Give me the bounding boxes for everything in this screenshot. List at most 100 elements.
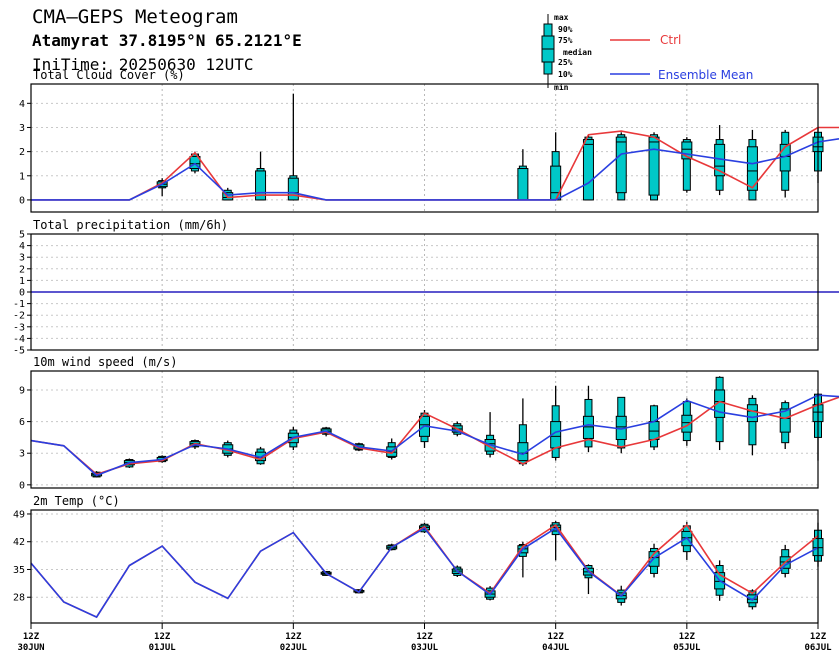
xtick-hour-2: 12Z (285, 632, 302, 642)
xtick-hour-0: 12Z (23, 632, 40, 642)
legend-mean-label: Ensemble Mean (658, 68, 753, 82)
ytick-label-1-5: 0 (19, 288, 25, 299)
xtick-hour-5: 12Z (679, 632, 696, 642)
box-2-13 (517, 398, 529, 466)
panel-title-1: Total precipitation (mm/6h) (33, 218, 228, 232)
station-label: Atamyrat 37.8195°N 65.2121°E (32, 31, 302, 50)
xtick-hour-1: 12Z (154, 632, 171, 642)
box-0-9 (648, 132, 660, 201)
init-time-label: IniTime: 20250630 12UTC (32, 55, 254, 74)
ytick-label-1-0: -5 (13, 346, 25, 357)
box-inner-2-15 (582, 415, 594, 439)
box-outer-0-10 (682, 139, 691, 191)
box-2-16 (615, 396, 627, 454)
legend-label-2: 75% (558, 36, 573, 45)
ytick-label-3-1: 35 (13, 565, 25, 576)
ytick-label-1-2: -3 (13, 322, 25, 333)
box-0-1 (189, 151, 201, 174)
ytick-label-2-3: 9 (19, 385, 25, 396)
legend-label-3: median (563, 47, 592, 57)
xtick-date-6: 06JUL (804, 643, 832, 653)
panel-3: 2m Temp (°C) 28 35 42 49 (13, 494, 824, 624)
ytick-label-1-9: 4 (19, 241, 25, 252)
box-inner-0-1 (189, 155, 201, 170)
panel-1: Total precipitation (mm/6h) -5-4-3-2-1012… (13, 218, 839, 357)
xtick-hour-6: 12Z (810, 632, 827, 642)
legend-label-5: 10% (558, 70, 573, 79)
ytick-label-3-2: 42 (13, 537, 25, 548)
ytick-label-2-0: 0 (19, 480, 25, 491)
ytick-label-0-0: 0 (19, 195, 25, 206)
xtick-date-3: 03JUL (411, 643, 439, 653)
box-0-0 (156, 178, 168, 197)
xtick-date-0: 30JUN (17, 643, 44, 653)
ytick-label-2-1: 3 (19, 449, 25, 460)
panel-frame-1 (30, 233, 819, 351)
xtick-date-5: 05JUL (673, 643, 701, 653)
box-inner-0-9 (648, 136, 660, 196)
panel-2: 10m wind speed (m/s) 0 3 6 9 (19, 355, 839, 491)
panel-title-3: 2m Temp (°C) (33, 494, 120, 508)
box-0-7 (582, 134, 594, 201)
meteogram-title: CMA—GEPS Meteogram (32, 6, 238, 28)
ytick-label-1-6: 1 (19, 276, 25, 287)
box-0-8 (615, 132, 627, 201)
ytick-label-3-0: 28 (13, 593, 25, 604)
box-3-10 (648, 543, 660, 578)
panel-title-0: Total Cloud Cover (%) (33, 68, 185, 82)
box-0-6 (550, 132, 562, 201)
box-inner-0-4 (287, 177, 299, 201)
ytick-label-3-3: 49 (13, 509, 25, 520)
box-2-12 (484, 412, 496, 458)
xtick-hour-3: 12Z (416, 632, 433, 642)
box-3-14 (779, 544, 791, 578)
xtick-hour-4: 12Z (548, 632, 565, 642)
ytick-label-1-7: 2 (19, 264, 25, 275)
box-inner-0-3 (255, 170, 267, 201)
legend-ctrl-label: Ctrl (660, 33, 681, 47)
ytick-label-0-4: 4 (19, 99, 25, 110)
ytick-label-1-10: 5 (19, 230, 25, 241)
box-0-12 (746, 129, 758, 201)
box-0-10 (681, 137, 693, 193)
ytick-label-1-3: -2 (13, 311, 25, 322)
box-inner-0-5 (517, 168, 529, 201)
box-inner-2-17 (648, 421, 660, 441)
box-0-4 (287, 93, 299, 201)
legend-label-6: min (554, 82, 569, 92)
ytick-label-1-1: -4 (13, 334, 25, 345)
legend-label-1: 90% (558, 25, 573, 34)
xtick-date-2: 02JUL (280, 643, 308, 653)
box-inner-0-8 (615, 136, 627, 194)
box-2-18 (681, 398, 693, 446)
box-2-21 (779, 400, 791, 449)
mean-line-0 (31, 138, 839, 201)
box-2-20 (746, 395, 758, 456)
ytick-label-1-8: 3 (19, 253, 25, 264)
box-0-3 (255, 151, 267, 201)
panel-0: Total Cloud Cover (%) 0 1 2 3 4 (19, 68, 839, 213)
ytick-label-0-2: 2 (19, 147, 25, 158)
box-2-15 (582, 385, 594, 453)
panel-frame-0 (30, 83, 819, 213)
legend-label-0: max (554, 13, 569, 22)
ytick-label-0-3: 3 (19, 123, 25, 134)
x-axis: 12Z30JUN12Z01JUL12Z02JUL12Z03JUL12Z04JUL… (17, 623, 832, 653)
ytick-label-1-4: -1 (13, 299, 25, 310)
legend-label-4: 25% (558, 58, 573, 67)
panel-frame-2 (30, 370, 819, 489)
box-inner-2-18 (681, 414, 693, 433)
box-0-5 (517, 149, 529, 201)
box-0-13 (779, 129, 791, 198)
box-inner-0-7 (582, 139, 594, 201)
xtick-date-1: 01JUL (149, 643, 177, 653)
ytick-label-0-1: 1 (19, 171, 25, 182)
box-inner-0-6 (550, 165, 562, 201)
mean-line-2 (30, 394, 839, 477)
box-inner-0-10 (681, 141, 693, 160)
box-inner-2-20 (746, 404, 758, 423)
ytick-label-2-2: 6 (19, 417, 25, 428)
